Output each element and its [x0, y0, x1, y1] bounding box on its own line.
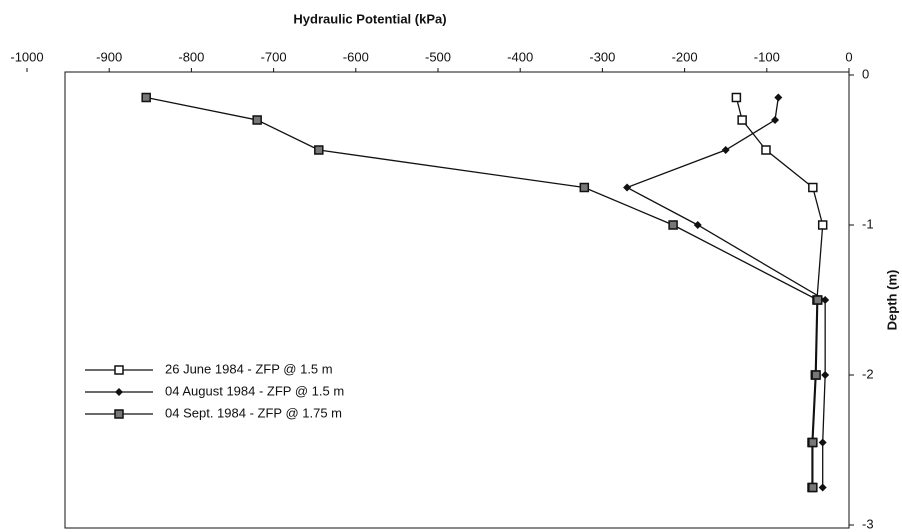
x-tick-label: -700 [261, 49, 287, 64]
x-tick-label: -500 [425, 49, 451, 64]
legend-marker [114, 365, 124, 375]
x-tick-label: -300 [589, 49, 615, 64]
x-tick-label: -1000 [10, 49, 43, 64]
marker [252, 115, 262, 125]
legend-label: 26 June 1984 - ZFP @ 1.5 m [165, 361, 333, 376]
y-tick-label: -2 [862, 366, 874, 381]
legend-marker [114, 409, 124, 419]
legend-label: 04 Sept. 1984 - ZFP @ 1.75 m [165, 405, 342, 420]
x-tick-label: -200 [672, 49, 698, 64]
marker [821, 371, 830, 379]
marker [737, 115, 747, 125]
x-tick-label: -600 [343, 49, 369, 64]
marker [808, 482, 818, 493]
x-tick-label: -100 [754, 49, 780, 64]
legend-label: 04 August 1984 - ZFP @ 1.5 m [165, 383, 344, 398]
x-tick-label: -900 [96, 49, 122, 64]
marker [813, 295, 823, 305]
marker [721, 146, 730, 154]
marker [817, 220, 828, 230]
marker [731, 92, 742, 103]
marker [821, 296, 830, 304]
marker [623, 183, 632, 192]
x-tick-label: -800 [178, 49, 204, 64]
chart-title: Hydraulic Potential (kPa) [293, 11, 446, 26]
marker [314, 145, 324, 155]
series-line [625, 97, 826, 488]
y-tick-label: -1 [862, 216, 874, 231]
marker [579, 182, 590, 193]
plot-frame [64, 71, 850, 529]
marker [693, 221, 702, 229]
legend-marker [115, 388, 123, 396]
marker [668, 220, 678, 230]
marker [141, 92, 151, 103]
marker [811, 370, 821, 380]
y-axis-label: Depth (m) [884, 270, 899, 331]
x-tick-label: 0 [845, 49, 852, 64]
marker [818, 483, 827, 492]
marker [808, 437, 818, 448]
marker [771, 116, 780, 124]
y-tick-label: 0 [862, 66, 869, 81]
x-tick-label: -400 [507, 49, 533, 64]
series-line [146, 96, 819, 488]
y-tick-label: -3 [862, 516, 874, 531]
series-line [735, 97, 824, 488]
marker [808, 182, 818, 193]
marker [818, 438, 827, 447]
marker [761, 145, 771, 155]
marker [774, 93, 783, 102]
